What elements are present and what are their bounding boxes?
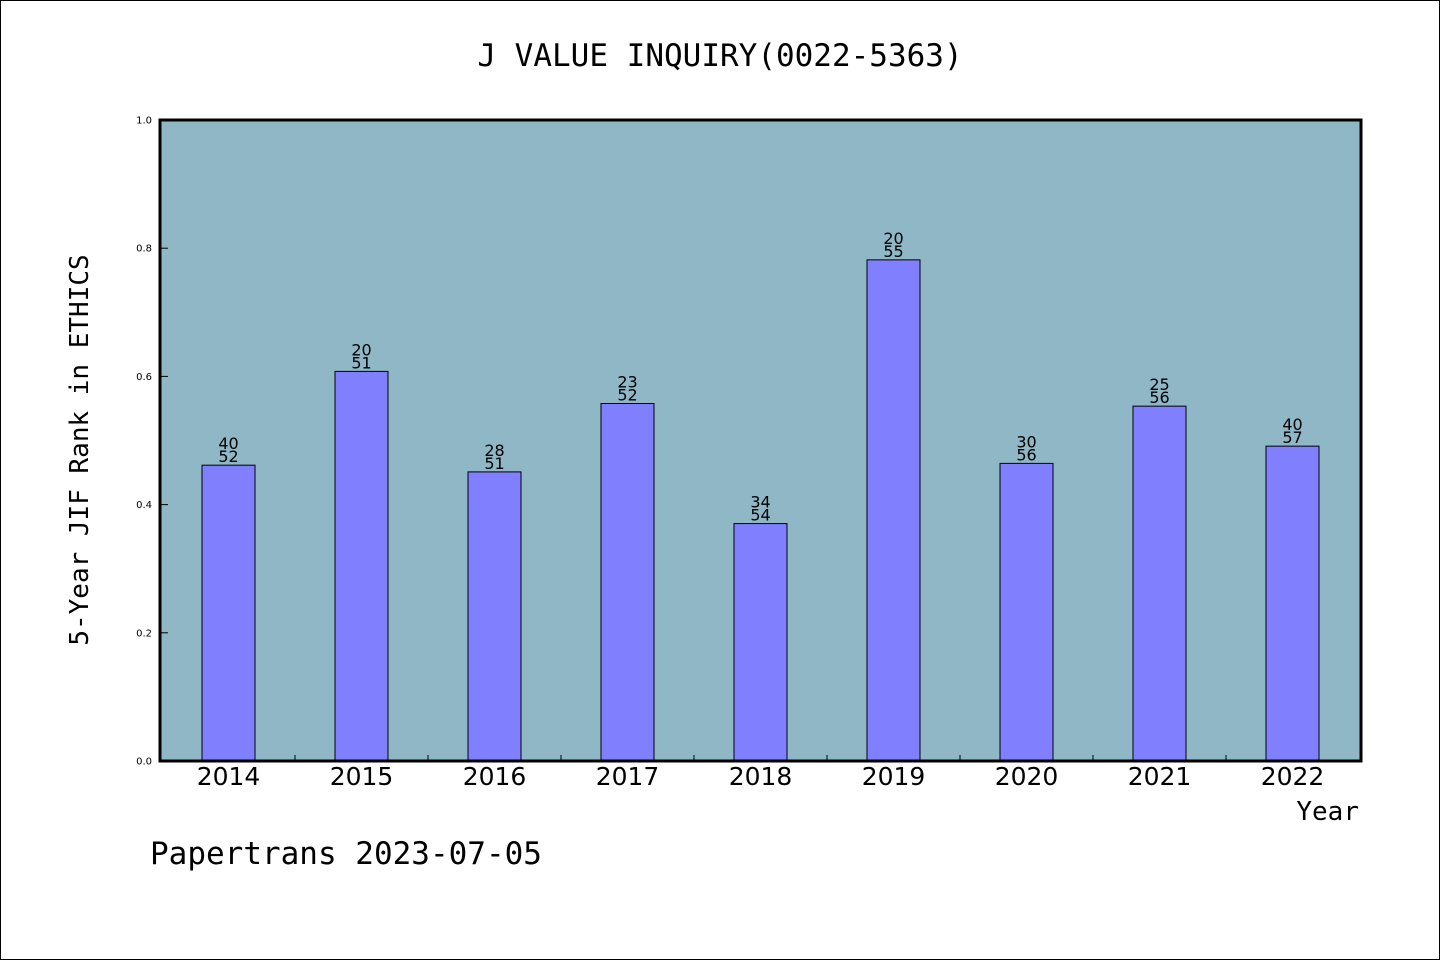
bar-label-top-2019: 20 bbox=[883, 229, 903, 248]
x-tick-label-2017: 2017 bbox=[596, 762, 660, 791]
bar-label-bottom-2022: 57 bbox=[1282, 428, 1302, 447]
y-tick-label-0.6: 0.6 bbox=[136, 372, 152, 383]
x-tick-label-2014: 2014 bbox=[197, 762, 261, 791]
bar-label-top-2016: 28 bbox=[484, 441, 504, 460]
x-axis-label: Year bbox=[1296, 797, 1359, 827]
bars-group bbox=[201, 259, 1320, 762]
bar-label-bottom-2015: 51 bbox=[351, 353, 371, 372]
bar-label-bottom-2018: 54 bbox=[750, 506, 770, 525]
y-tick-label-1.0: 1.0 bbox=[136, 116, 152, 127]
y-tick-label-0.2: 0.2 bbox=[136, 628, 152, 639]
bar-label-bottom-2019: 55 bbox=[883, 242, 903, 261]
x-tick-label-2016: 2016 bbox=[463, 762, 527, 791]
x-tick-label-2022: 2022 bbox=[1261, 762, 1325, 791]
bar-2019 bbox=[866, 259, 921, 762]
bar-label-bottom-2017: 52 bbox=[617, 386, 637, 405]
chart-title: J VALUE INQUIRY(0022-5363) bbox=[477, 38, 962, 74]
bar-label-bottom-2021: 56 bbox=[1149, 388, 1169, 407]
bar-label-top-2020: 30 bbox=[1016, 432, 1036, 451]
plot-border bbox=[158, 118, 1363, 763]
bar-label-bottom-2014: 52 bbox=[218, 447, 238, 466]
x-tick-label-2018: 2018 bbox=[729, 762, 793, 791]
x-tick-label-2020: 2020 bbox=[995, 762, 1059, 791]
y-tick-label-0.4: 0.4 bbox=[136, 500, 152, 511]
x-tick-label-2021: 2021 bbox=[1128, 762, 1192, 791]
bar-2015 bbox=[334, 370, 389, 762]
bar-2020 bbox=[999, 462, 1054, 762]
bar-2018 bbox=[733, 523, 788, 762]
bar-label-top-2022: 40 bbox=[1282, 415, 1302, 434]
bar-label-bottom-2016: 51 bbox=[484, 454, 504, 473]
bar-label-top-2017: 23 bbox=[617, 373, 637, 392]
x-axis: 2014 2015 2016 2017 2018 2019 2020 2021 2022 bbox=[197, 755, 1325, 791]
bar-label-top-2014: 40 bbox=[218, 434, 238, 453]
footer-credit: Papertrans 2023-07-05 bbox=[150, 836, 542, 872]
bar-label-top-2018: 34 bbox=[750, 493, 770, 512]
bar-label-top-2021: 25 bbox=[1149, 375, 1169, 394]
bar-2021 bbox=[1132, 405, 1187, 762]
bar-label-bottom-2020: 56 bbox=[1016, 445, 1036, 464]
x-tick-label-2019: 2019 bbox=[862, 762, 926, 791]
y-axis-label: 5-Year JIF Rank in ETHICS bbox=[65, 254, 95, 645]
y-tick-label-0.8: 0.8 bbox=[136, 244, 152, 255]
bar-2016 bbox=[467, 471, 522, 762]
y-tick-label-0.0: 0.0 bbox=[136, 757, 152, 768]
x-tick-label-2015: 2015 bbox=[330, 762, 394, 791]
bar-label-top-2015: 20 bbox=[351, 340, 371, 359]
bar-2022 bbox=[1265, 445, 1320, 762]
bar-2017 bbox=[600, 403, 655, 762]
bar-2014 bbox=[201, 464, 256, 762]
